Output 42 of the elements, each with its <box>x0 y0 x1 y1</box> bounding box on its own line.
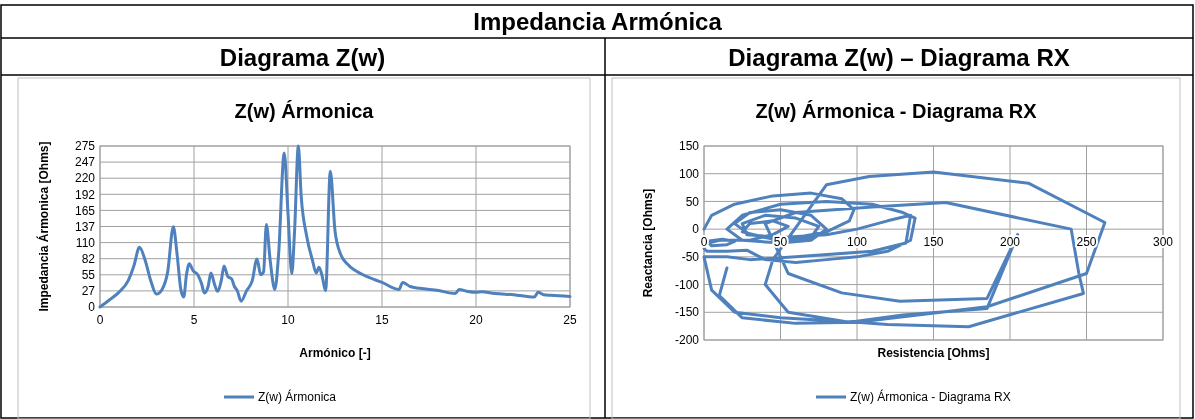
x-axis-title: Armónico [-] <box>299 346 371 360</box>
y-tick-label: 27 <box>81 284 96 299</box>
y-tick-label: 0 <box>88 300 96 315</box>
legend-label: Z(w) Ármonica - Diagrama RX <box>850 389 1011 405</box>
x-axis-title: Resistencia [Ohms] <box>877 346 990 360</box>
x-tick-label: 300 <box>1152 235 1174 250</box>
x-tick-label: 10 <box>281 313 295 327</box>
y-tick-label: 110 <box>75 235 96 250</box>
text: Diagrama Z(w) – Diagrama RX <box>728 44 1070 71</box>
x-tick-label: 15 <box>375 313 389 327</box>
chart-title: Z(w) Ármonica - Diagrama RX <box>755 100 1038 122</box>
y-tick-label: -200 <box>674 333 700 348</box>
y-tick-label: 55 <box>81 268 96 282</box>
line-series <box>702 170 1107 329</box>
y-tick-label: -100 <box>674 277 700 292</box>
x-tick-label: 100 <box>846 235 868 250</box>
text: Diagrama Z(w) <box>219 44 386 71</box>
x-tick-label: 150 <box>923 235 944 250</box>
y-axis-title: Reactancia [Ohms] <box>641 188 655 298</box>
y-tick-label: 165 <box>74 203 96 218</box>
y-tick-label: 220 <box>74 171 96 186</box>
y-tick-label: 137 <box>74 219 96 234</box>
y-tick-label: 150 <box>678 139 700 154</box>
y-tick-label: 50 <box>685 194 700 209</box>
y-tick-label: 100 <box>678 166 700 181</box>
y-tick-label: 0 <box>692 222 700 237</box>
y-tick-label: 275 <box>74 139 96 154</box>
x-tick-label: 20 <box>469 313 483 327</box>
x-tick-label: 50 <box>773 235 788 250</box>
y-tick-label: 247 <box>74 155 96 170</box>
x-tick-label: 25 <box>563 313 577 327</box>
x-tick-label: 250 <box>1076 235 1097 250</box>
y-axis-title: Impedancia Ármonica [Ohms] <box>36 141 51 312</box>
y-tick-label: 192 <box>74 187 96 202</box>
text: Impedancia Armónica <box>473 8 723 35</box>
y-tick-label: -150 <box>674 305 700 320</box>
y-tick-label: -50 <box>681 250 700 265</box>
y-tick-label: 82 <box>81 251 96 266</box>
chart-title: Z(w) Ármonica <box>234 100 375 122</box>
line-series <box>98 144 572 309</box>
x-tick-label: 5 <box>190 313 198 327</box>
legend-label: Z(w) Ármonica <box>258 389 337 405</box>
